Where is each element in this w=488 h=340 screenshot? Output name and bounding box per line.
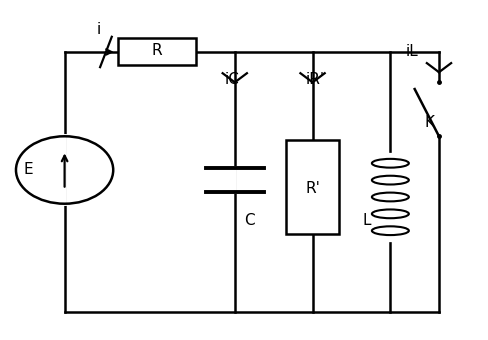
Bar: [285, 140, 339, 234]
Text: R: R: [151, 43, 162, 58]
Text: K: K: [424, 115, 433, 130]
Text: iC: iC: [224, 72, 239, 87]
Text: iR': iR': [305, 72, 324, 87]
Text: E: E: [23, 163, 33, 177]
Text: L: L: [362, 213, 370, 228]
Bar: [118, 38, 196, 66]
Text: R': R': [305, 181, 319, 196]
Text: C: C: [244, 213, 254, 228]
Text: i: i: [96, 22, 101, 37]
Text: iL: iL: [405, 44, 418, 59]
